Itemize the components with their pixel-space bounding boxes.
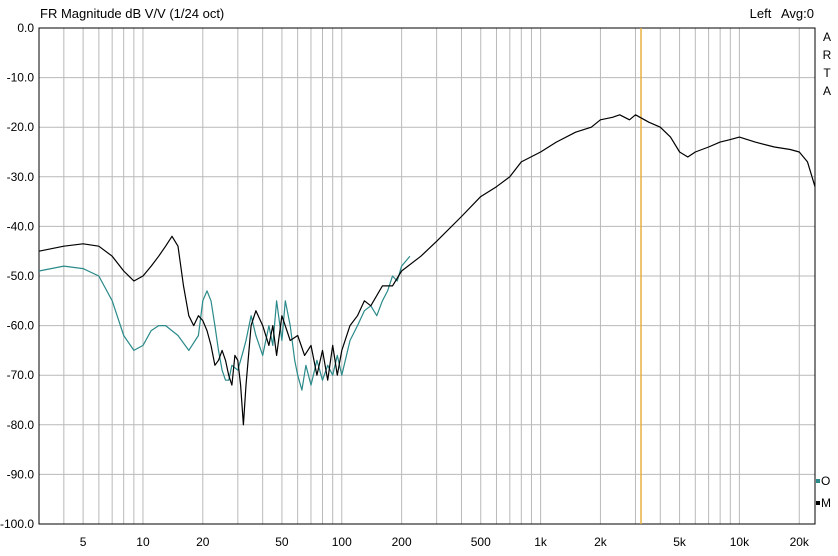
legend-swatch (816, 479, 820, 483)
series-line-m (38, 114, 816, 426)
y-tick-label: -100.0 (0, 517, 34, 531)
y-tick-label: -60.0 (7, 319, 35, 333)
y-tick-label: 0.0 (17, 21, 34, 35)
x-tick-label: 1k (534, 535, 548, 549)
x-tick-label: 2k (594, 535, 608, 549)
legend-swatch (816, 501, 820, 505)
channel-label: Left (749, 6, 772, 21)
x-tick-label: 5 (80, 535, 87, 549)
y-tick-label: -10.0 (7, 71, 35, 85)
y-tick-label: -40.0 (7, 219, 35, 233)
brand-letter: R (822, 48, 832, 62)
y-tick-label: -90.0 (7, 467, 35, 481)
plot-frame (38, 27, 816, 525)
brand-letter: T (823, 66, 831, 80)
status-readout: Left Avg:0 (750, 6, 814, 21)
x-tick-label: 500 (471, 535, 491, 549)
x-tick-label: 20 (196, 535, 210, 549)
y-tick-label: -50.0 (7, 269, 35, 283)
series-line-o (38, 255, 411, 391)
y-tick-label: -30.0 (7, 170, 35, 184)
x-tick-label: 10 (136, 535, 150, 549)
y-tick-label: -70.0 (7, 368, 35, 382)
legend-label: O (821, 474, 831, 488)
y-tick-label: -80.0 (7, 418, 35, 432)
x-tick-label: 200 (392, 535, 412, 549)
chart-title: FR Magnitude dB V/V (1/24 oct) (40, 6, 225, 21)
y-tick-label: -20.0 (7, 120, 35, 134)
legend: O M (816, 470, 831, 514)
legend-label: M (821, 496, 831, 510)
x-tick-label: 5k (673, 535, 687, 549)
x-tick-label: 100 (332, 535, 352, 549)
averages-label: Avg:0 (780, 6, 814, 21)
x-tick-label: 50 (275, 535, 289, 549)
legend-item-m[interactable]: M (816, 492, 831, 514)
x-tick-label: 20k (790, 535, 810, 549)
brand-letter: A (822, 84, 831, 98)
brand-letter: A (822, 30, 831, 44)
legend-item-o[interactable]: O (816, 470, 831, 492)
brand-logo: A R T A (821, 28, 833, 100)
x-tick-label: 10k (730, 535, 750, 549)
